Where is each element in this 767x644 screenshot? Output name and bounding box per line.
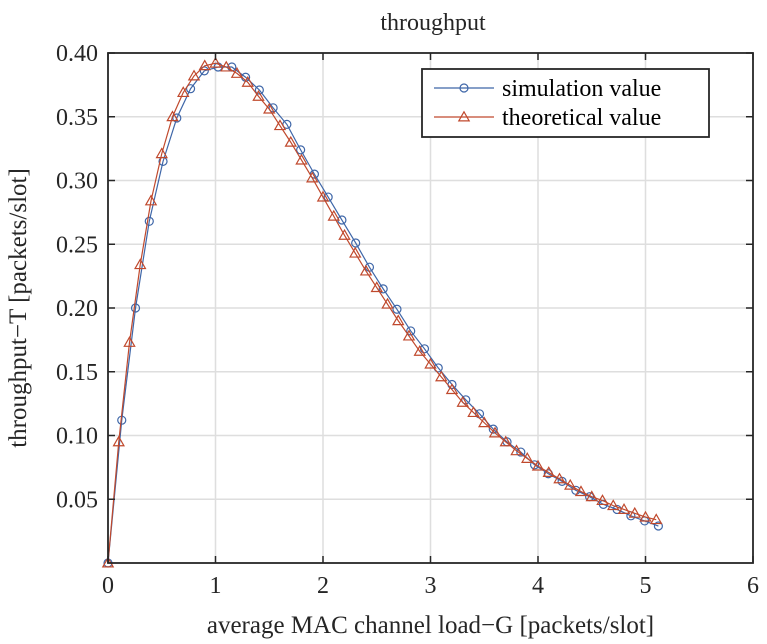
legend-simulation-label: simulation value	[502, 76, 661, 102]
theoretical-point	[585, 490, 598, 502]
theoretical-point	[177, 86, 190, 98]
grid-lines	[108, 53, 753, 563]
simulation-point	[296, 145, 306, 155]
theoretical-point	[574, 485, 588, 497]
y-tick-label: 0.25	[56, 232, 98, 258]
simulation-point	[459, 83, 469, 93]
simulation-point	[185, 84, 196, 94]
theoretical-point	[381, 297, 394, 309]
simulation-line	[107, 66, 659, 564]
theoretical-series	[101, 56, 663, 568]
theoretical-point	[155, 147, 168, 159]
theoretical-point	[187, 69, 201, 81]
theoretical-point	[134, 258, 147, 270]
theoretical-point	[467, 406, 480, 418]
theoretical-point	[510, 444, 523, 456]
theoretical-point	[478, 416, 491, 428]
theoretical-point	[607, 499, 620, 511]
theoretical-point	[295, 153, 308, 165]
theoretical-point	[166, 110, 179, 122]
theoretical-point	[445, 383, 459, 395]
theoretical-point	[306, 171, 319, 183]
simulation-point	[172, 113, 182, 123]
simulation-point	[351, 238, 361, 248]
series-layer	[101, 56, 664, 568]
theoretical-point	[123, 336, 136, 347]
x-axis-label: average MAC channel load−G [packets/slot…	[207, 612, 654, 639]
theoretical-point	[273, 119, 287, 131]
theoretical-point	[596, 494, 609, 506]
theoretical-point	[639, 510, 652, 522]
theoretical-point	[542, 466, 555, 477]
simulation-point	[130, 303, 141, 313]
theoretical-point	[112, 435, 125, 447]
x-tick-label: 1	[210, 573, 222, 599]
y-tick-label: 0.40	[56, 41, 98, 67]
theoretical-point	[327, 209, 340, 221]
legend-theoretical-label: theoretical value	[502, 105, 661, 131]
theoretical-point	[402, 329, 416, 341]
theoretical-point	[209, 56, 222, 68]
theoretical-point	[392, 314, 405, 326]
y-tick-label: 0.20	[56, 296, 98, 322]
x-tick-label: 3	[425, 573, 437, 599]
x-tick-label: 6	[747, 573, 759, 599]
theoretical-point	[521, 452, 534, 463]
y-tick-label: 0.35	[56, 105, 98, 131]
theoretical-point	[144, 194, 158, 206]
theoretical-point	[230, 66, 244, 78]
x-tick-label: 4	[532, 573, 544, 599]
x-tick-label: 0	[102, 573, 114, 599]
theoretical-point	[198, 59, 211, 71]
simulation-point	[529, 460, 540, 470]
theoretical-point	[435, 370, 448, 382]
theoretical-point	[456, 395, 469, 407]
y-axis-label: throughput−T [packets/slot]	[5, 168, 32, 448]
theoretical-point	[220, 60, 233, 72]
simulation-point	[488, 424, 498, 434]
theoretical-point	[617, 503, 631, 514]
legend: simulation value theoretical value	[421, 68, 710, 138]
theoretical-point	[252, 89, 265, 101]
theoretical-point	[553, 472, 566, 484]
simulation-point	[653, 521, 664, 531]
theoretical-point	[424, 357, 437, 369]
theoretical-point	[349, 246, 362, 258]
chart-title: throughput	[380, 10, 486, 36]
theoretical-point	[284, 135, 297, 147]
theoretical-point	[488, 426, 502, 438]
simulation-point	[392, 304, 402, 314]
y-tick-label: 0.05	[56, 487, 98, 513]
axis-ticks: 0 1 2 3 4 5 6 0.05 0.10 0.15 0.20 0.25 0.30 0.35 0.40	[56, 41, 759, 599]
theoretical-point	[628, 506, 641, 518]
theoretical-point	[370, 281, 383, 293]
simulation-point	[378, 284, 388, 294]
theoretical-point	[564, 478, 577, 490]
theoretical-point	[413, 344, 426, 356]
simulation-point	[516, 447, 526, 457]
theoretical-point	[457, 110, 471, 122]
x-tick-label: 5	[640, 573, 652, 599]
theoretical-point	[338, 228, 351, 240]
y-tick-label: 0.30	[56, 169, 98, 195]
theoretical-point	[359, 264, 373, 276]
theoretical-point	[650, 513, 663, 525]
simulation-point	[254, 85, 264, 95]
theoretical-point	[241, 75, 254, 87]
theoretical-point	[531, 459, 545, 471]
theoretical-point	[316, 190, 330, 202]
legend-box	[421, 68, 710, 138]
theoretical-point	[263, 102, 276, 114]
y-tick-label: 0.10	[56, 424, 98, 450]
y-tick-label: 0.15	[56, 360, 98, 386]
simulation-point	[144, 216, 154, 226]
x-tick-label: 2	[317, 573, 329, 599]
simulation-point	[419, 344, 430, 354]
theoretical-point	[499, 435, 512, 447]
